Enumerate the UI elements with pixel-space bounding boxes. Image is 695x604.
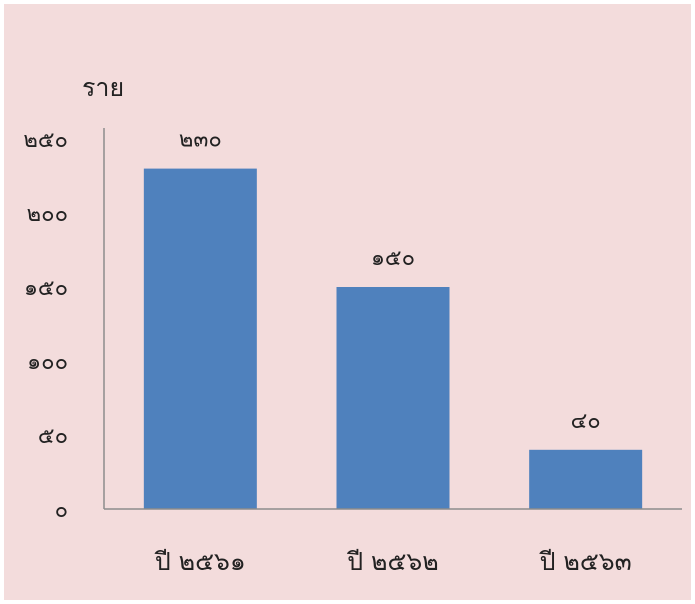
- y-tick-label: ๒๐๐: [27, 202, 68, 227]
- x-category-label: ปี ๒๕๖๓: [539, 547, 632, 576]
- x-category-label: ปี ๒๕๖๒: [347, 547, 439, 576]
- bar: [143, 168, 257, 509]
- y-tick-label: ๐: [55, 498, 68, 523]
- x-category-label: ปี ๒๕๖๑: [154, 547, 246, 576]
- x-axis-categories: ปี ๒๕๖๑ ปี ๒๕๖๒ ปี ๒๕๖๓: [154, 547, 631, 576]
- y-tick-label: ๒๕๐: [23, 128, 68, 153]
- bar-value-label: ๒๓๐: [179, 128, 222, 153]
- y-axis-label: ราย: [82, 73, 124, 102]
- y-axis-ticks: ๐ ๕๐ ๑๐๐ ๑๕๐ ๒๐๐ ๒๕๐: [23, 128, 68, 523]
- bar: [529, 449, 643, 509]
- y-tick-label: ๑๕๐: [24, 276, 68, 301]
- bar: [336, 287, 450, 509]
- y-tick-label: ๕๐: [38, 424, 68, 449]
- y-tick-label: ๑๐๐: [27, 350, 68, 375]
- bars: [143, 168, 643, 509]
- bar-value-label: ๔๐: [571, 409, 601, 434]
- bar-value-label: ๑๕๐: [371, 246, 415, 271]
